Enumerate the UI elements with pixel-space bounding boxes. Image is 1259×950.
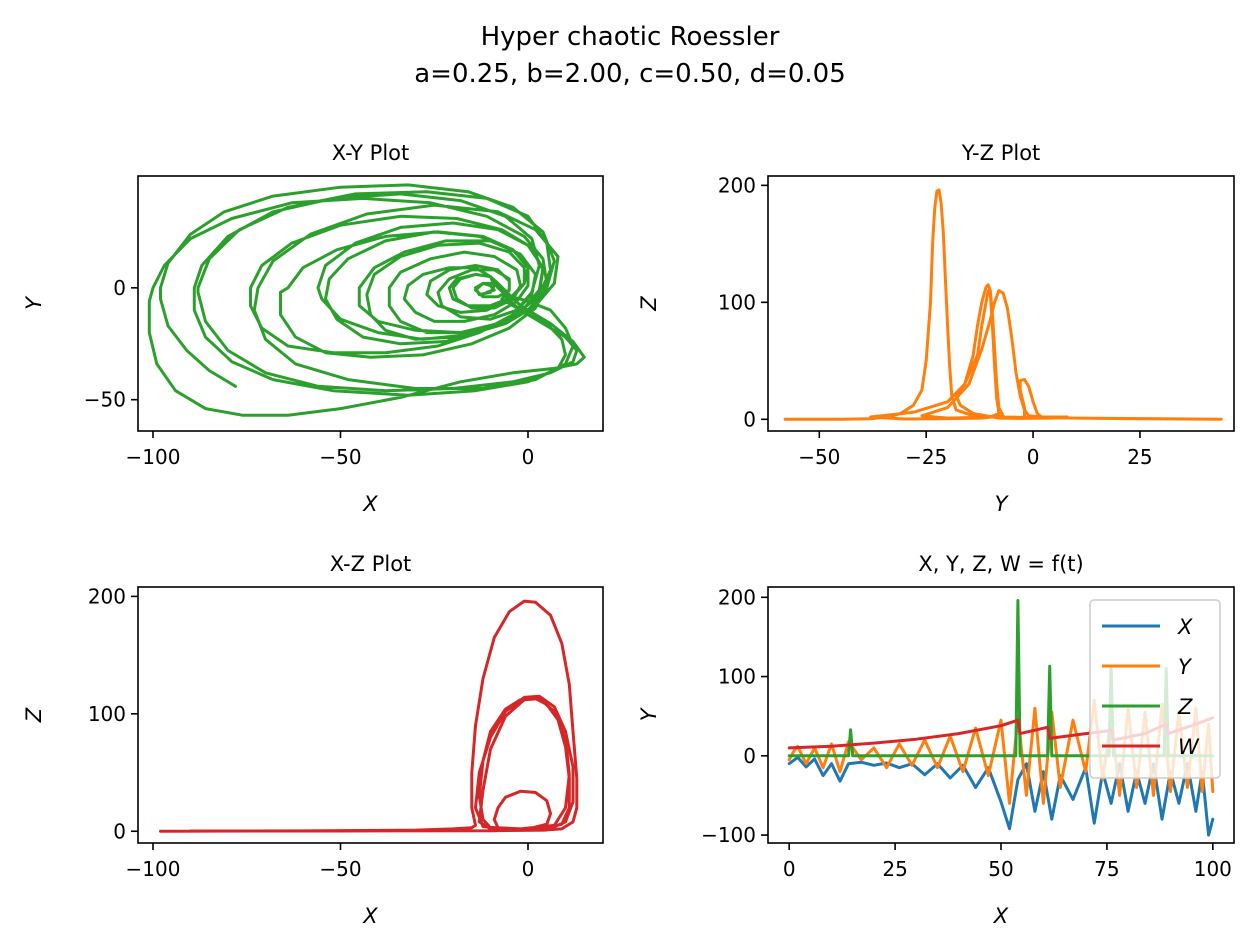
x-axis-label: X [362,904,378,928]
y-tick-label: 100 [718,290,756,314]
panel-yz-plot: −50 −25 0 25 0 100 200 Y-Z Plot Y Z [637,141,1235,516]
x-tick-label: −50 [319,445,361,469]
x-tick-label: 0 [783,857,796,881]
x-tick-label: 25 [1127,445,1152,469]
x-tick-label: 0 [1027,445,1040,469]
y-tick-label: 0 [743,744,756,768]
axes-frame [767,175,1235,432]
x-tick-label: 25 [882,857,907,881]
x-axis-label: Y [995,492,1010,516]
figure-subtitle: a=0.25, b=2.00, c=0.50, d=0.05 [414,59,846,89]
axes-title: X-Z Plot [330,552,412,576]
panel-xy-plot: −100 −50 0 −50 0 X-Y Plot X Y [22,141,604,516]
legend-label-y: Y [1178,655,1193,679]
axes-title: Y-Z Plot [961,141,1041,165]
x-tick-label: −50 [319,857,361,881]
y-tick-label: 200 [718,585,756,609]
x-tick-label: 0 [522,857,535,881]
y-axis-label: Z [637,296,661,312]
y-tick-label: 100 [718,665,756,689]
legend-label-x: X [1177,615,1193,639]
x-tick-label: −25 [905,445,947,469]
legend-label-z: Z [1177,695,1193,719]
y-tick-label: 0 [113,819,126,843]
x-tick-label: −50 [798,445,840,469]
axes-frame [137,175,604,432]
panel-xz-plot: −100 −50 0 0 100 200 X-Z Plot X Z [22,552,604,928]
series-line-x [787,755,1215,837]
x-tick-label: 100 [1194,857,1232,881]
y-tick-label: 0 [113,276,126,300]
axes-title: X, Y, Z, W = f(t) [918,552,1083,576]
x-tick-label: −100 [126,445,181,469]
y-tick-label: −50 [84,388,126,412]
x-axis-label: X [993,904,1009,928]
axes-frame [137,586,604,844]
y-tick-label: −100 [701,823,756,847]
x-tick-label: 0 [522,445,535,469]
y-tick-label: 200 [718,173,756,197]
x-tick-label: −100 [126,857,181,881]
y-axis-label: Z [22,707,46,723]
axes-title: X-Y Plot [332,141,410,165]
y-tick-label: 0 [743,407,756,431]
series-line-xz-plot [159,599,579,833]
figure-title: Hyper chaotic Roessler [481,22,780,52]
legend-box [1089,599,1221,779]
x-tick-label: 50 [988,857,1013,881]
legend-label-w: W [1178,735,1200,759]
series-line-xy-plot [147,183,586,417]
y-axis-label: Y [637,706,661,721]
series-line-yz-plot [783,188,1223,421]
y-axis-label: Y [22,295,46,310]
y-tick-label: 100 [88,702,126,726]
x-tick-label: 75 [1094,857,1119,881]
x-axis-label: X [362,492,378,516]
y-tick-label: 200 [88,584,126,608]
